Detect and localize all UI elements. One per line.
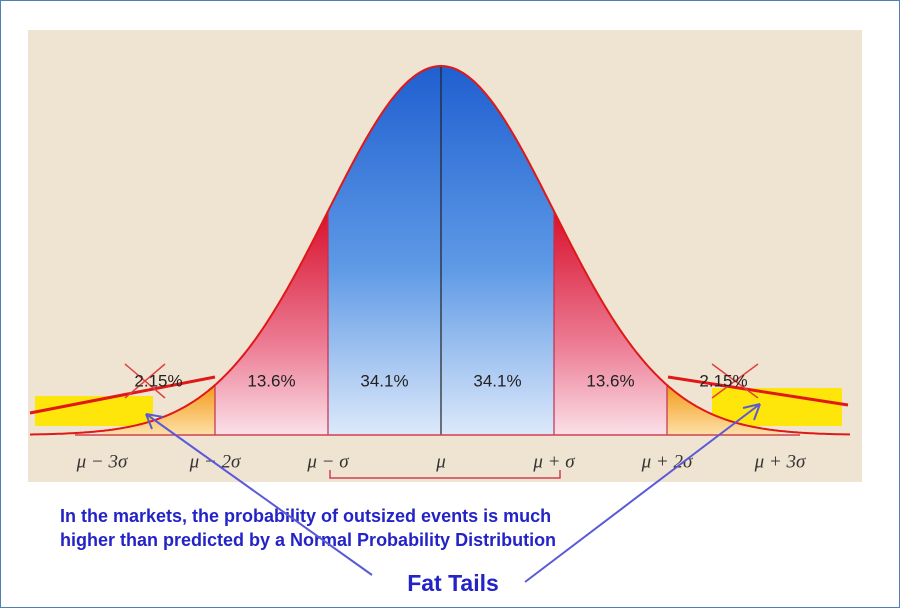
arrows xyxy=(145,403,761,583)
strike-marks xyxy=(124,363,759,399)
bracket xyxy=(329,470,561,479)
region-label: 34.1% xyxy=(360,371,408,390)
region xyxy=(667,385,780,435)
normal-curve xyxy=(30,65,851,436)
axis-label: μ − 3σ xyxy=(76,451,128,472)
region-label: 34.1% xyxy=(473,371,521,390)
region-label: 13.6% xyxy=(586,371,634,390)
caption-line: In the markets, the probability of outsi… xyxy=(60,506,551,526)
callout: Fat Tails xyxy=(407,570,499,596)
fat-tail-line-right xyxy=(667,375,849,407)
axis-label: μ + σ xyxy=(532,451,575,472)
axis-label: μ − σ xyxy=(306,451,349,472)
axis-label: μ xyxy=(435,451,446,472)
caption-line: higher than predicted by a Normal Probab… xyxy=(60,530,556,550)
region-label: 13.6% xyxy=(247,371,295,390)
axis-label: μ + 3σ xyxy=(754,451,806,472)
region-label: 2.15% xyxy=(134,371,182,390)
region-label: 2.15% xyxy=(699,371,747,390)
region xyxy=(102,385,215,435)
fat-tail-line-left xyxy=(29,375,216,415)
axis-label: μ + 2σ xyxy=(641,451,693,472)
